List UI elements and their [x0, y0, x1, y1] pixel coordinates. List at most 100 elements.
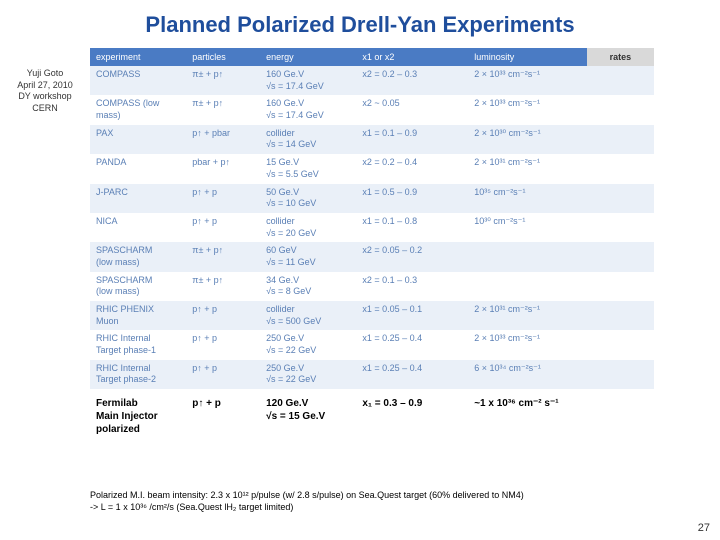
- cell-energy: 50 Ge.V√s = 10 GeV: [260, 184, 356, 213]
- cell-energy: collider√s = 20 GeV: [260, 213, 356, 242]
- cell-x: x1 = 0.25 – 0.4: [356, 360, 468, 389]
- table-row: PAXp↑ + pbarcollider√s = 14 GeVx1 = 0.1 …: [90, 125, 654, 154]
- cell-experiment: FermilabMain Injectorpolarized: [90, 389, 186, 444]
- cell-luminosity: 10³⁵ cm⁻²s⁻¹: [468, 184, 587, 213]
- cell-luminosity: 2 × 10³³ cm⁻²s⁻¹: [468, 95, 587, 124]
- page-number: 27: [698, 522, 710, 534]
- date: April 27, 2010: [6, 80, 84, 92]
- cell-luminosity: 6 × 10³⁴ cm⁻²s⁻¹: [468, 360, 587, 389]
- cell-experiment: RHIC PHENIXMuon: [90, 301, 186, 330]
- cell-x: x1 = 0.25 – 0.4: [356, 330, 468, 359]
- cell-particles: pbar + p↑: [186, 154, 260, 183]
- table-row: NICAp↑ + pcollider√s = 20 GeVx1 = 0.1 – …: [90, 213, 654, 242]
- cell-energy: 160 Ge.V√s = 17.4 GeV: [260, 95, 356, 124]
- cell-particles: π± + p↑: [186, 242, 260, 271]
- cell-experiment: RHIC InternalTarget phase-2: [90, 360, 186, 389]
- cell-experiment: COMPASS (low mass): [90, 95, 186, 124]
- cell-particles: p↑ + p: [186, 389, 260, 444]
- table-row: COMPASS (low mass)π± + p↑160 Ge.V√s = 17…: [90, 95, 654, 124]
- cell-x: x1 = 0.5 – 0.9: [356, 184, 468, 213]
- header-experiment: experiment: [90, 48, 186, 66]
- cell-luminosity: [468, 242, 587, 271]
- cell-energy: 120 Ge.V√s = 15 Ge.V: [260, 389, 356, 444]
- cell-rates: [587, 154, 654, 183]
- cell-rates: [587, 213, 654, 242]
- table-row: COMPASSπ± + p↑160 Ge.V√s = 17.4 GeVx2 = …: [90, 66, 654, 95]
- header-particles: particles: [186, 48, 260, 66]
- cell-experiment: SPASCHARM(low mass): [90, 272, 186, 301]
- table-row: SPASCHARM(low mass)π± + p↑34 Ge.V√s = 8 …: [90, 272, 654, 301]
- cell-luminosity: [468, 272, 587, 301]
- attribution-sidebar: Yuji Goto April 27, 2010 DY workshop CER…: [6, 68, 84, 115]
- table-row: RHIC PHENIXMuonp↑ + pcollider√s = 500 Ge…: [90, 301, 654, 330]
- page-title: Planned Polarized Drell-Yan Experiments: [0, 0, 720, 46]
- cell-x: x2 = 0.05 – 0.2: [356, 242, 468, 271]
- cell-x: x2 = 0.2 – 0.3: [356, 66, 468, 95]
- cell-luminosity: 10³⁰ cm⁻²s⁻¹: [468, 213, 587, 242]
- cell-particles: p↑ + p: [186, 330, 260, 359]
- cell-rates: [587, 330, 654, 359]
- cell-particles: p↑ + p: [186, 360, 260, 389]
- table-row: RHIC InternalTarget phase-2p↑ + p250 Ge.…: [90, 360, 654, 389]
- author-name: Yuji Goto: [6, 68, 84, 80]
- cell-particles: p↑ + p: [186, 301, 260, 330]
- cell-x: x1 = 0.05 – 0.1: [356, 301, 468, 330]
- cell-energy: 15 Ge.V√s = 5.5 GeV: [260, 154, 356, 183]
- cell-x: x1 = 0.1 – 0.9: [356, 125, 468, 154]
- cell-particles: p↑ + pbar: [186, 125, 260, 154]
- cell-particles: π± + p↑: [186, 95, 260, 124]
- cell-rates: [587, 242, 654, 271]
- cell-x: x1 = 0.1 – 0.8: [356, 213, 468, 242]
- cell-energy: 34 Ge.V√s = 8 GeV: [260, 272, 356, 301]
- cell-experiment: COMPASS: [90, 66, 186, 95]
- cell-energy: collider√s = 500 GeV: [260, 301, 356, 330]
- cell-experiment: SPASCHARM(low mass): [90, 242, 186, 271]
- cell-experiment: PANDA: [90, 154, 186, 183]
- cell-rates: [587, 360, 654, 389]
- cell-particles: π± + p↑: [186, 272, 260, 301]
- table-row: J-PARCp↑ + p50 Ge.V√s = 10 GeVx1 = 0.5 –…: [90, 184, 654, 213]
- table-row: SPASCHARM(low mass)π± + p↑60 GeV√s = 11 …: [90, 242, 654, 271]
- header-x: x1 or x2: [356, 48, 468, 66]
- location: CERN: [6, 103, 84, 115]
- cell-particles: p↑ + p: [186, 213, 260, 242]
- cell-luminosity: 2 × 10³¹ cm⁻²s⁻¹: [468, 154, 587, 183]
- cell-rates: [587, 272, 654, 301]
- cell-luminosity: ~1 x 10³⁶ cm⁻² s⁻¹: [468, 389, 587, 444]
- footnote-text: Polarized M.I. beam intensity: 2.3 x 10¹…: [90, 490, 690, 513]
- cell-energy: 250 Ge.V√s = 22 GeV: [260, 360, 356, 389]
- table-row-fermilab: FermilabMain Injectorpolarizedp↑ + p120 …: [90, 389, 654, 444]
- header-rates: rates: [587, 48, 654, 66]
- cell-particles: π± + p↑: [186, 66, 260, 95]
- workshop: DY workshop: [6, 91, 84, 103]
- cell-rates: [587, 301, 654, 330]
- cell-energy: 250 Ge.V√s = 22 GeV: [260, 330, 356, 359]
- cell-experiment: NICA: [90, 213, 186, 242]
- cell-energy: 60 GeV√s = 11 GeV: [260, 242, 356, 271]
- header-luminosity: luminosity: [468, 48, 587, 66]
- experiments-table: experiment particles energy x1 or x2 lum…: [90, 48, 654, 444]
- cell-experiment: PAX: [90, 125, 186, 154]
- cell-rates: [587, 389, 654, 444]
- header-energy: energy: [260, 48, 356, 66]
- cell-luminosity: 2 × 10³³ cm⁻²s⁻¹: [468, 66, 587, 95]
- table-row: RHIC InternalTarget phase-1p↑ + p250 Ge.…: [90, 330, 654, 359]
- cell-energy: 160 Ge.V√s = 17.4 GeV: [260, 66, 356, 95]
- cell-energy: collider√s = 14 GeV: [260, 125, 356, 154]
- cell-luminosity: 2 × 10³³ cm⁻²s⁻¹: [468, 330, 587, 359]
- table-body: COMPASSπ± + p↑160 Ge.V√s = 17.4 GeVx2 = …: [90, 66, 654, 444]
- cell-x: x2 = 0.1 – 0.3: [356, 272, 468, 301]
- cell-particles: p↑ + p: [186, 184, 260, 213]
- cell-experiment: J-PARC: [90, 184, 186, 213]
- experiments-table-wrap: experiment particles energy x1 or x2 lum…: [90, 48, 654, 444]
- cell-rates: [587, 66, 654, 95]
- cell-x: x2 ~ 0.05: [356, 95, 468, 124]
- cell-rates: [587, 125, 654, 154]
- table-row: PANDApbar + p↑15 Ge.V√s = 5.5 GeVx2 = 0.…: [90, 154, 654, 183]
- cell-x: x2 = 0.2 – 0.4: [356, 154, 468, 183]
- cell-rates: [587, 184, 654, 213]
- cell-rates: [587, 95, 654, 124]
- cell-experiment: RHIC InternalTarget phase-1: [90, 330, 186, 359]
- cell-x: x₁ = 0.3 – 0.9: [356, 389, 468, 444]
- table-header-row: experiment particles energy x1 or x2 lum…: [90, 48, 654, 66]
